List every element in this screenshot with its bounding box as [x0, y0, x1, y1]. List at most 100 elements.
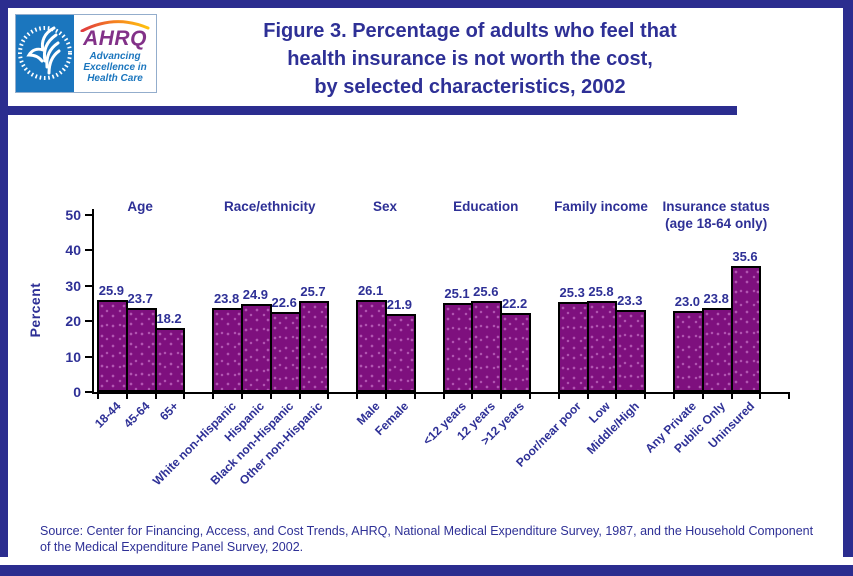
- bar: [500, 313, 531, 392]
- x-category-label: 65+: [156, 399, 181, 424]
- bar-value-label: 25.1: [444, 286, 470, 302]
- bar-chart: Percent 0 10 20 30 40 50 25.9 18-44 23.7 45-64 18.…: [0, 190, 853, 535]
- header-divider-bar: [8, 106, 737, 115]
- bar: [442, 303, 474, 392]
- bar-value-label: 21.9: [386, 297, 413, 313]
- y-axis-tick: [85, 214, 92, 216]
- bar-value-label: 23.8: [703, 290, 729, 306]
- x-axis-tick: [183, 394, 186, 399]
- x-axis-tick: [471, 394, 474, 399]
- ahrq-hhs-logo: AHRQ Advancing Excellence in Health Care: [15, 14, 157, 93]
- y-axis-tick: [85, 284, 92, 287]
- tagline-line: Health Care: [87, 73, 143, 84]
- y-axis-tick: [85, 249, 92, 252]
- bar: [125, 308, 157, 392]
- group-label: Race/ethnicity: [224, 199, 316, 214]
- x-axis-tick: [759, 394, 762, 399]
- bar: [154, 327, 186, 392]
- bar: [557, 302, 589, 392]
- x-axis-tick: [212, 394, 215, 399]
- bar: [730, 265, 762, 392]
- group-label-subtitle: (age 18-64 only): [665, 216, 768, 231]
- bar: [586, 300, 618, 392]
- bar: [701, 307, 733, 392]
- hhs-seal: [16, 15, 74, 92]
- y-tick-label: 50: [65, 207, 81, 223]
- x-axis-tick: [644, 394, 647, 399]
- x-axis-tick: [413, 394, 416, 399]
- group-label: Family income: [554, 199, 648, 214]
- group-label: Insurance status (age 18-64 only): [626, 198, 806, 232]
- group-label: Sex: [372, 199, 398, 214]
- source-note: Source: Center for Financing, Access, an…: [40, 524, 814, 554]
- y-axis-tick: [85, 355, 92, 358]
- bar: [269, 311, 301, 392]
- bar: [385, 314, 416, 392]
- bar-value-label: 23.8: [213, 290, 240, 306]
- y-axis-title: Percent: [27, 282, 43, 338]
- ahrq-acronym: AHRQ: [83, 27, 147, 50]
- x-axis-tick: [154, 394, 157, 399]
- ahrq-tagline: Advancing Excellence in Health Care: [74, 51, 156, 84]
- y-tick-label: 30: [65, 277, 81, 294]
- bar: [97, 300, 128, 392]
- bar: [673, 310, 704, 392]
- tagline-line: Advancing: [89, 51, 141, 62]
- x-axis-tick: [356, 394, 359, 399]
- bar-value-label: 23.3: [617, 292, 643, 308]
- bar-value-label: 22.6: [271, 294, 297, 310]
- bar-value-label: 18.2: [156, 310, 182, 326]
- x-category-label: 45-64: [120, 399, 153, 431]
- x-axis-tick: [615, 394, 618, 399]
- ahrq-logo: AHRQ Advancing Excellence in Health Care: [74, 15, 156, 92]
- x-axis-line: [92, 392, 790, 394]
- bottom-border-bar: [0, 565, 853, 576]
- bar-value-label: 24.9: [242, 286, 269, 302]
- figure-title: Figure 3. Percentage of adults who feel …: [110, 17, 830, 101]
- hhs-eagle-icon: [18, 26, 72, 80]
- y-axis-line: [92, 209, 94, 394]
- figure-title-line-3: by selected characteristics, 2002: [314, 76, 626, 98]
- bar-value-label: 23.7: [127, 291, 153, 307]
- bar: [241, 303, 272, 392]
- x-axis-tick: [788, 394, 791, 399]
- y-axis-tick: [85, 320, 92, 323]
- x-axis-tick: [241, 394, 243, 399]
- x-axis-tick: [327, 394, 330, 399]
- y-tick-label: 20: [65, 313, 81, 330]
- x-axis-tick: [385, 394, 387, 399]
- bar: [471, 301, 503, 392]
- x-axis-tick: [269, 394, 272, 399]
- bar-value-label: 25.7: [300, 284, 326, 300]
- x-axis-tick: [701, 394, 704, 399]
- bar: [298, 301, 330, 392]
- x-axis-tick: [730, 394, 733, 399]
- bar-value-label: 25.9: [98, 283, 125, 299]
- bar: [212, 307, 243, 392]
- bar-value-label: 35.6: [732, 248, 758, 264]
- x-axis-tick: [500, 394, 503, 399]
- bar: [615, 309, 647, 392]
- y-axis-tick: [85, 391, 92, 393]
- tagline-line: Excellence in: [83, 62, 147, 73]
- bar-value-label: 25.3: [559, 285, 585, 301]
- bar-value-label: 23.0: [674, 293, 701, 309]
- x-category-label: 18-44: [91, 399, 124, 431]
- x-axis-tick: [442, 394, 445, 399]
- figure-title-line-1: Figure 3. Percentage of adults who feel …: [263, 20, 677, 42]
- x-axis-tick: [557, 394, 560, 399]
- group-label: Age: [127, 199, 153, 214]
- y-tick-label: 0: [73, 384, 81, 400]
- bar-value-label: 26.1: [357, 282, 384, 298]
- bar: [356, 299, 387, 392]
- bar-value-label: 25.8: [588, 283, 614, 299]
- x-axis-tick: [97, 394, 99, 399]
- figure-title-line-2: health insurance is not worth the cost,: [287, 48, 653, 70]
- x-axis-tick: [529, 394, 531, 399]
- x-axis-tick: [673, 394, 675, 399]
- group-label: Education: [453, 199, 519, 214]
- x-axis-tick: [125, 394, 128, 399]
- rainbow-arc-icon: [80, 20, 150, 32]
- y-tick-label: 10: [65, 348, 81, 365]
- x-axis-tick: [586, 394, 589, 399]
